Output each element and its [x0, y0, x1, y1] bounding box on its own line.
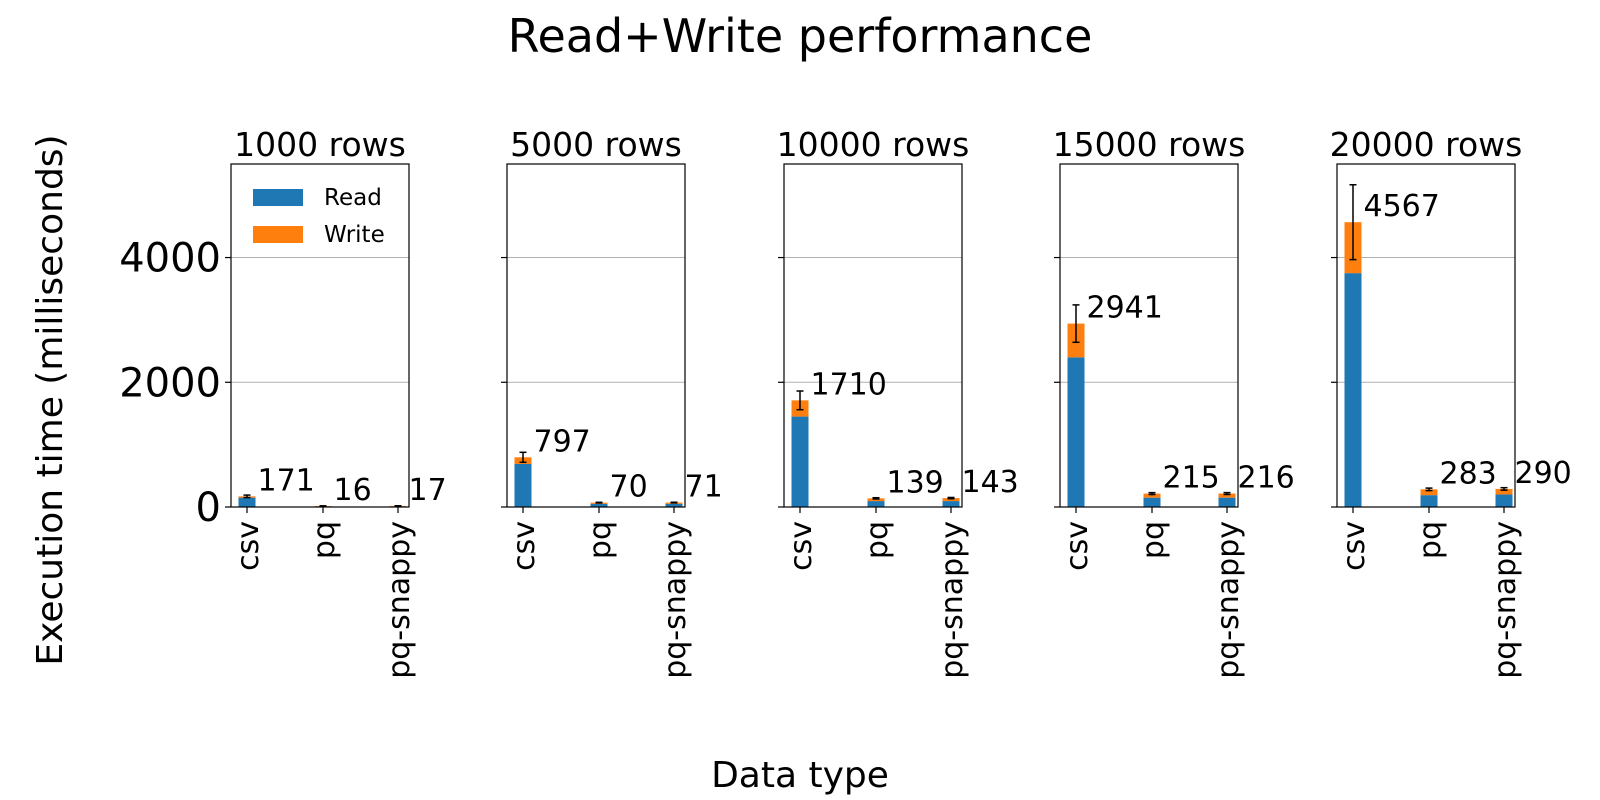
data-label: 71 [685, 470, 723, 505]
bar-read [867, 501, 885, 507]
bar-read [1067, 357, 1085, 507]
figure-title: Read+Write performance [508, 9, 1093, 63]
bar-write [1218, 493, 1236, 498]
bar-read [514, 463, 532, 507]
x-tick-label: csv [231, 521, 266, 571]
x-tick-label: csv [784, 521, 819, 571]
y-axis-label: Execution time (milliseconds) [30, 134, 71, 665]
data-label: 17 [409, 473, 447, 508]
x-tick-label: pq-snappy [382, 521, 417, 679]
panel-title: 1000 rows [234, 125, 406, 164]
bar-read [238, 497, 256, 507]
data-label: 139 [887, 465, 944, 500]
panels-group: 0 2000 4000 171 csv 16 pq 17 pq-snappy 1000 rows R… [119, 125, 1572, 679]
y-tick-label: 2000 [119, 360, 221, 406]
panel-title: 15000 rows [1053, 125, 1246, 164]
data-label: 143 [962, 465, 1019, 500]
x-tick-label: pq-snappy [1488, 521, 1523, 679]
bar-read [665, 503, 683, 507]
bar-write [1143, 493, 1161, 498]
panel-frame [1336, 163, 1516, 508]
data-label: 290 [1515, 456, 1572, 491]
data-label: 4567 [1364, 189, 1440, 224]
x-tick-label: pq-snappy [658, 521, 693, 679]
bar-read [590, 503, 608, 507]
data-label: 215 [1163, 461, 1220, 496]
bar-read [1495, 494, 1513, 507]
panel: 4567 csv 283 pq 290 pq-snappy 20000 rows [1330, 125, 1572, 679]
y-tick-label: 0 [196, 485, 221, 531]
panel: 797 csv 70 pq 71 pq-snappy 5000 rows [501, 125, 723, 679]
data-label: 171 [258, 463, 315, 498]
data-label: 2941 [1087, 291, 1163, 326]
bar-write [1495, 488, 1513, 495]
panel: 1710 csv 139 pq 143 pq-snappy 10000 rows [777, 125, 1019, 679]
bar-read [1344, 273, 1362, 507]
bar-read [942, 501, 960, 507]
data-label: 16 [334, 473, 372, 508]
x-tick-label: pq [307, 521, 342, 559]
panel: 2941 csv 215 pq 216 pq-snappy 15000 rows [1053, 125, 1295, 679]
legend-swatch [253, 189, 303, 206]
legend: Read Write [253, 185, 385, 248]
panel-frame [1059, 163, 1239, 508]
data-label: 70 [610, 470, 648, 505]
bar-read [791, 416, 809, 507]
bar-write [942, 498, 960, 502]
bar-read [1218, 497, 1236, 507]
data-label: 1710 [811, 367, 887, 402]
panel-frame [783, 163, 963, 508]
panel-title: 20000 rows [1330, 125, 1523, 164]
panel-title: 5000 rows [510, 125, 682, 164]
x-tick-label: pq [583, 521, 618, 559]
bar-read [1420, 495, 1438, 507]
panel-title: 10000 rows [777, 125, 970, 164]
data-label: 283 [1440, 456, 1497, 491]
x-tick-label: pq-snappy [1211, 521, 1246, 679]
x-tick-label: csv [1337, 521, 1372, 571]
x-tick-label: csv [507, 521, 542, 571]
x-axis-label: Data type [711, 755, 889, 796]
x-tick-label: pq [860, 521, 895, 559]
legend-swatch [253, 226, 303, 243]
data-label: 797 [534, 424, 591, 459]
panel-frame [506, 163, 686, 508]
bar-write [1420, 489, 1438, 496]
x-tick-label: csv [1060, 521, 1095, 571]
bar-read [1143, 497, 1161, 507]
panel-frame [230, 163, 410, 508]
x-tick-label: pq [1413, 521, 1448, 559]
x-tick-label: pq-snappy [935, 521, 970, 679]
data-label: 216 [1238, 461, 1295, 496]
legend-label: Read [324, 185, 382, 211]
x-tick-label: pq [1136, 521, 1171, 559]
legend-label: Write [324, 222, 385, 248]
panel: 0 2000 4000 171 csv 16 pq 17 pq-snappy 1000 rows R… [119, 125, 446, 679]
y-tick-label: 4000 [119, 236, 221, 282]
